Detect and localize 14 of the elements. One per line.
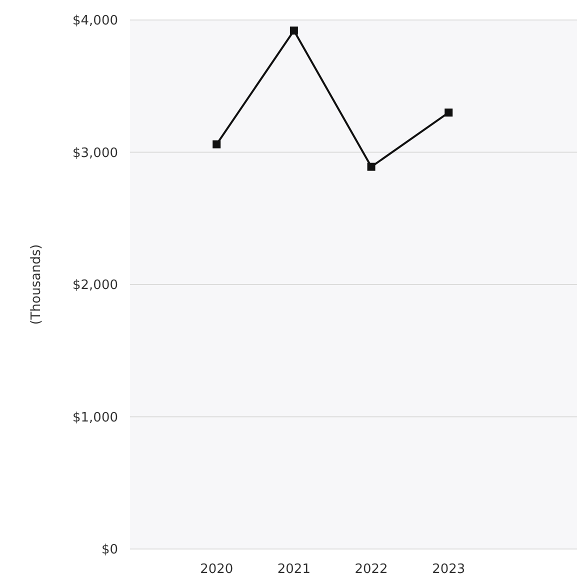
point bbox=[444, 108, 453, 117]
point bbox=[290, 26, 298, 35]
x-tick-label: 2023 bbox=[432, 562, 466, 577]
y-tick-label: $3,000 bbox=[72, 146, 118, 161]
y-tick-label: $4,000 bbox=[72, 14, 118, 29]
y-tick-label: $1,000 bbox=[72, 410, 118, 426]
x-tick-label: 2021 bbox=[277, 562, 310, 577]
y-axis-title: (Thousands) bbox=[29, 244, 44, 325]
point bbox=[367, 162, 376, 171]
point bbox=[212, 140, 221, 148]
x-tick-label: 2022 bbox=[354, 562, 388, 577]
x-tick-label: 2020 bbox=[200, 562, 234, 577]
y-tick-label: $2,000 bbox=[72, 278, 118, 294]
y-tick-label: $0 bbox=[101, 542, 118, 558]
